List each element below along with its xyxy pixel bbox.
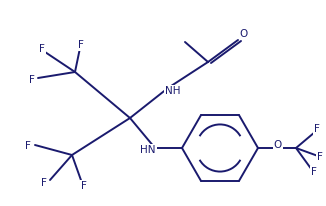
Text: F: F <box>29 75 35 85</box>
Text: HN: HN <box>140 145 156 155</box>
Text: O: O <box>274 140 282 150</box>
Text: F: F <box>314 124 320 134</box>
Text: F: F <box>81 181 87 191</box>
Text: F: F <box>78 40 84 50</box>
Text: F: F <box>25 141 31 151</box>
Text: NH: NH <box>165 86 181 96</box>
Text: F: F <box>41 178 47 188</box>
Text: F: F <box>39 44 45 54</box>
Text: F: F <box>317 152 323 162</box>
Text: F: F <box>311 167 317 177</box>
Text: O: O <box>240 29 248 39</box>
